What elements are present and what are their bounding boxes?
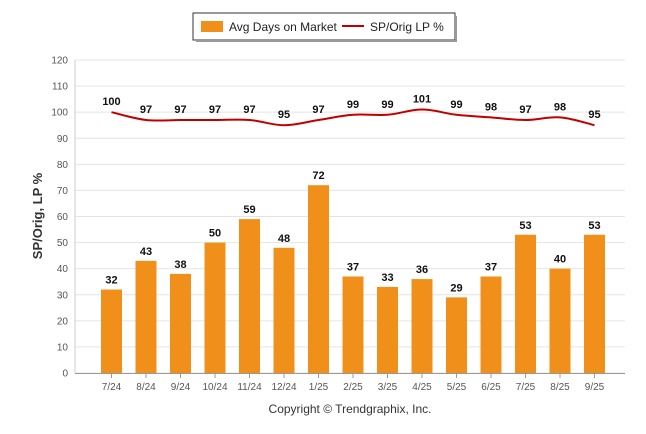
bar-value-label: 59	[243, 204, 255, 216]
bar-value-label: 40	[554, 254, 566, 266]
bars	[101, 185, 605, 373]
x-tick-label: 6/25	[481, 382, 501, 393]
legend-bar-swatch	[201, 21, 223, 32]
x-tick-label: 1/25	[309, 382, 329, 393]
bar	[204, 242, 226, 373]
bar-value-label: 53	[588, 220, 600, 232]
bar-value-label: 72	[312, 170, 324, 182]
bar-value-label: 33	[381, 272, 393, 284]
x-tick-label: 7/25	[516, 382, 536, 393]
legend-bar-label: Avg Days on Market	[229, 20, 337, 34]
bar	[584, 234, 605, 373]
bar-value-label: 43	[140, 246, 152, 258]
x-tick-label: 8/24	[136, 382, 156, 393]
y-tick-label: 0	[62, 369, 68, 380]
y-tick-label: 20	[57, 316, 69, 327]
bar	[135, 260, 157, 373]
bar-value-label: 50	[209, 228, 221, 240]
line-series	[111, 108, 595, 127]
line-value-label: 98	[485, 101, 497, 113]
bar-value-label: 29	[450, 282, 462, 294]
y-tick-label: 70	[57, 186, 69, 197]
line-value-label: 97	[243, 104, 255, 116]
line-value-label: 99	[347, 99, 359, 111]
x-tick-label: 11/24	[237, 382, 262, 393]
x-tick-label: 2/25	[343, 382, 363, 393]
bar-value-label: 32	[105, 275, 117, 287]
x-tick-label: 8/25	[550, 382, 570, 393]
y-tick-label: 30	[57, 290, 69, 301]
y-tick-label: 40	[57, 264, 69, 275]
y-tick-label: 100	[51, 108, 68, 119]
x-tick-label: 3/25	[378, 382, 398, 393]
bar	[549, 268, 571, 373]
line-value-label: 97	[174, 104, 186, 116]
bar-value-label: 36	[416, 264, 428, 276]
bar-value-label: 37	[347, 261, 359, 273]
y-tick-label: 80	[57, 160, 69, 171]
bar	[273, 247, 295, 373]
y-axis: 0 10 20 30 40 50 60 70 80 90 100 110 120	[51, 56, 625, 380]
x-axis: 7/24 8/24 9/24 10/24 11/24 12/24 1/25 2/25 3/25 4…	[102, 373, 605, 393]
line-value-label: 97	[312, 104, 324, 116]
bar	[101, 289, 122, 373]
y-tick-label: 90	[57, 134, 69, 145]
x-tick-label: 7/24	[102, 382, 122, 393]
bar	[411, 279, 433, 373]
grid-lines	[75, 59, 625, 374]
bar-value-label: 37	[485, 261, 497, 273]
legend: Avg Days on Market SP/Orig LP %	[192, 12, 457, 42]
bar	[377, 286, 398, 373]
bar	[446, 297, 467, 373]
x-tick-label: 5/25	[447, 382, 467, 393]
line-value-label: 97	[519, 104, 531, 116]
y-tick-label: 50	[57, 238, 69, 249]
line-value-label: 97	[209, 104, 221, 116]
line-value-label: 97	[140, 104, 152, 116]
bar	[515, 234, 536, 373]
bar	[480, 276, 502, 373]
y-tick-label: 10	[57, 342, 69, 353]
legend-shadow-bottom	[196, 40, 457, 42]
legend-shadow	[455, 16, 457, 42]
line-value-label: 95	[588, 109, 600, 121]
y-tick-label: 120	[51, 56, 68, 67]
x-tick-label: 12/24	[271, 382, 296, 393]
line-value-label: 100	[102, 96, 120, 108]
bar-value-label: 48	[278, 233, 290, 245]
line-value-label: 98	[554, 101, 566, 113]
bar	[170, 273, 191, 373]
line-value-label: 95	[278, 109, 290, 121]
y-tick-label: 110	[52, 82, 68, 93]
line-value-label: 99	[450, 99, 462, 111]
line-value-label: 99	[381, 99, 393, 111]
bar	[239, 219, 260, 373]
line-value-label: 101	[413, 94, 431, 106]
y-tick-label: 60	[57, 212, 69, 223]
bar-value-label: 38	[174, 259, 186, 271]
bar	[342, 276, 364, 373]
x-tick-label: 9/24	[171, 382, 191, 393]
legend-line-label: SP/Orig LP %	[370, 20, 444, 34]
copyright-credit: Copyright © Trendgraphix, Inc.	[269, 402, 432, 416]
x-tick-label: 4/25	[412, 382, 432, 393]
x-tick-label: 9/25	[585, 382, 605, 393]
bar-value-label: 53	[519, 220, 531, 232]
x-tick-label: 10/24	[202, 382, 227, 393]
bar	[308, 185, 329, 373]
sp-orig-lp-line	[111, 108, 595, 127]
data-labels: 32 43 38 50 59 48 72 37 33 36 29 37 53 40 53 100 97 97 97 9…	[102, 94, 600, 295]
y-axis-title: SP/Orig, LP %	[30, 172, 45, 259]
